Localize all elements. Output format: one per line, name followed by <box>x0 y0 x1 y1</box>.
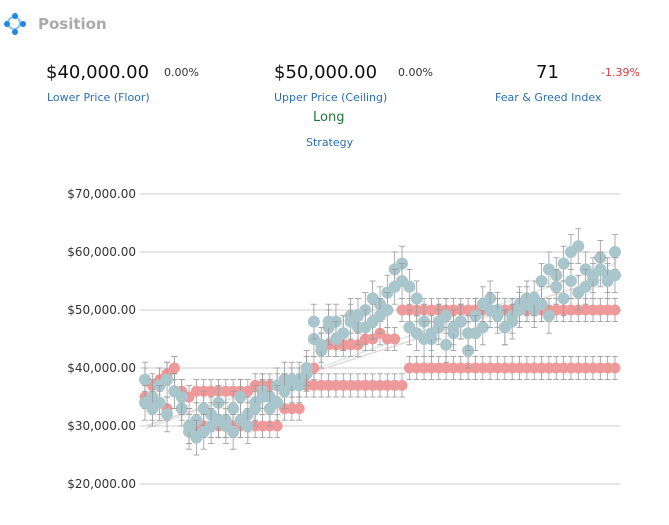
price-point <box>572 240 585 253</box>
price-point <box>535 275 548 287</box>
fear-greed-change: -1.39% <box>601 66 640 79</box>
price-point <box>293 379 306 392</box>
band-point <box>293 403 305 415</box>
price-point <box>440 309 453 322</box>
price-point <box>307 315 320 328</box>
y-tick-label: $40,000.00 <box>67 361 136 375</box>
price-point <box>183 420 196 432</box>
band-point <box>389 333 401 345</box>
price-point <box>557 257 570 270</box>
y-tick-label: $20,000.00 <box>67 477 136 491</box>
upper-price-label[interactable]: Upper Price (Ceiling) <box>274 91 388 104</box>
lower-price-stat: $40,000.00 <box>46 62 149 83</box>
price-point <box>351 309 364 322</box>
price-chart: $20,000.00 $30,000.00 $40,000.00 $50,000.00… <box>67 187 621 491</box>
upper-price-value: $50,000.00 <box>274 62 378 83</box>
fear-greed-value: 71 <box>536 62 559 83</box>
band-point <box>396 379 408 391</box>
y-tick-label: $50,000.00 <box>67 303 136 317</box>
price-point <box>469 327 482 340</box>
price-point <box>271 396 284 409</box>
price-point <box>315 338 328 351</box>
price-point <box>609 246 621 258</box>
price-point <box>300 362 313 374</box>
price-point <box>227 402 240 415</box>
band-point <box>609 304 621 316</box>
y-tick-label: $70,000.00 <box>67 187 136 201</box>
upper-price-change: 0.00% <box>398 66 433 79</box>
price-point <box>564 275 577 287</box>
price-point <box>594 263 607 276</box>
band-point <box>271 420 283 432</box>
price-point <box>381 304 394 316</box>
y-tick-label: $30,000.00 <box>67 419 136 433</box>
app-header: Position <box>4 6 107 42</box>
price-point <box>161 373 174 386</box>
price-point <box>175 391 188 403</box>
upper-price-stat: $50,000.00 <box>274 62 377 83</box>
price-point <box>609 269 621 282</box>
price-point <box>227 425 240 438</box>
page-title: Position <box>38 15 107 33</box>
price-point <box>322 315 335 328</box>
price-point <box>542 309 555 322</box>
price-point <box>249 402 262 415</box>
price-point <box>535 298 548 311</box>
price-point <box>579 280 592 293</box>
lower-price-change: 0.00% <box>164 66 199 79</box>
position-icon <box>4 13 26 35</box>
price-point <box>161 408 174 421</box>
price-point <box>278 385 291 398</box>
price-point <box>241 420 254 432</box>
price-point <box>256 391 269 403</box>
price-point <box>506 315 519 328</box>
y-tick-label: $60,000.00 <box>67 245 136 259</box>
fear-greed-stat: 71 <box>536 62 559 83</box>
price-point <box>234 391 247 403</box>
price-point <box>557 292 570 305</box>
price-point <box>454 315 467 328</box>
price-point <box>440 338 453 351</box>
price-point <box>396 275 409 287</box>
price-point <box>425 327 438 340</box>
band-point <box>609 362 621 374</box>
price-point <box>139 373 151 386</box>
strategy-value: Long <box>313 110 345 125</box>
fear-greed-label[interactable]: Fear & Greed Index <box>495 91 602 104</box>
lower-price-value: $40,000.00 <box>46 62 150 83</box>
price-point <box>491 309 504 322</box>
price-point <box>337 327 350 340</box>
price-point <box>153 396 166 409</box>
lower-price-label[interactable]: Lower Price (Floor) <box>47 91 150 104</box>
price-point <box>410 292 423 305</box>
strategy-label[interactable]: Strategy <box>306 136 354 149</box>
band-point <box>168 362 180 374</box>
price-point <box>550 280 563 293</box>
